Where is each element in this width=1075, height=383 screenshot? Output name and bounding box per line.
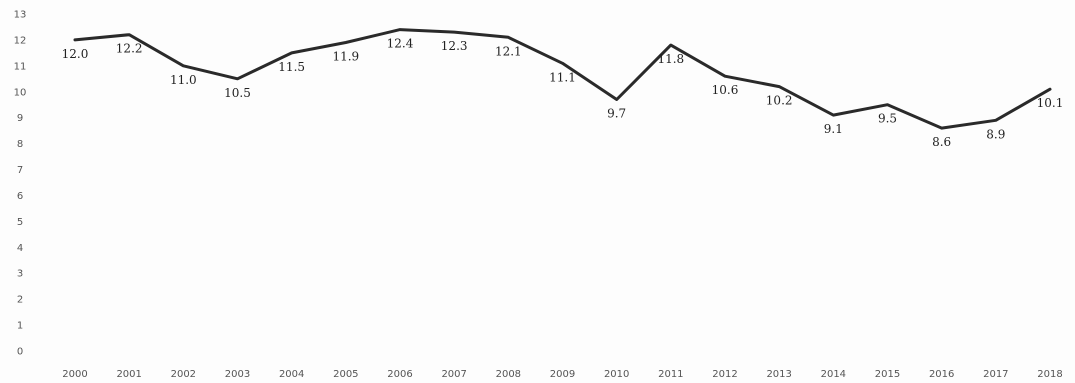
y-tick-label: 4 [17, 243, 23, 254]
y-tick-label: 5 [17, 217, 23, 228]
data-point [182, 64, 185, 68]
x-tick-label: 2002 [171, 369, 196, 380]
data-point [561, 62, 564, 65]
y-tick-label: 0 [17, 347, 23, 358]
data-label: 11.9 [332, 50, 359, 64]
y-tick-label: 6 [17, 191, 23, 202]
data-labels: 12.0 12.2 11.0 10.5 11.5 11.9 12.4 12.3 12.1 11.1… [62, 37, 1064, 150]
data-label: 12.4 [387, 37, 414, 51]
x-tick-label: 2001 [116, 369, 141, 380]
data-label: 12.2 [116, 42, 143, 56]
x-tick-label: 2016 [929, 369, 954, 380]
data-point [1048, 87, 1052, 91]
data-point [994, 119, 998, 122]
data-point [398, 28, 402, 31]
y-tick-label: 13 [14, 10, 27, 21]
y-tick-label: 11 [14, 61, 27, 72]
x-tick-label: 2009 [550, 369, 575, 380]
data-point [615, 98, 618, 101]
data-label: 8.6 [932, 135, 951, 149]
x-tick-label: 2014 [821, 369, 846, 380]
y-tick-label: 2 [17, 295, 23, 306]
x-tick-label: 2006 [387, 369, 412, 380]
y-tick-label: 12 [14, 35, 27, 46]
x-tick-label: 2013 [766, 369, 791, 380]
data-point [236, 77, 239, 81]
data-point [344, 41, 348, 44]
x-tick-label: 2011 [658, 369, 683, 380]
data-point [452, 30, 456, 34]
data-label: 12.3 [441, 39, 468, 53]
data-label: 11.5 [278, 60, 305, 74]
data-point [940, 126, 943, 130]
data-point [290, 51, 293, 55]
x-tick-label: 2000 [62, 369, 87, 380]
data-point [127, 33, 131, 36]
data-label: 10.1 [1037, 96, 1064, 110]
data-label: 11.0 [170, 73, 197, 87]
data-point [73, 38, 77, 42]
x-tick-label: 2007 [441, 369, 466, 380]
data-point [507, 36, 510, 39]
data-label: 9.5 [878, 112, 897, 126]
data-label: 9.7 [607, 107, 626, 121]
x-tick-label: 2004 [279, 369, 304, 380]
data-point [669, 43, 673, 47]
data-label: 10.2 [766, 94, 793, 108]
x-tick-label: 2010 [604, 369, 629, 380]
data-label: 10.6 [712, 83, 739, 97]
x-tick-label: 2005 [333, 369, 358, 380]
y-tick-label: 10 [14, 87, 27, 98]
x-tick-label: 2008 [496, 369, 521, 380]
data-label: 12.0 [62, 47, 89, 61]
data-label: 9.1 [824, 122, 843, 136]
x-tick-label: 2018 [1037, 369, 1062, 380]
data-point [886, 103, 889, 106]
data-label: 11.8 [657, 52, 684, 66]
y-tick-label: 8 [17, 139, 23, 150]
series-group [73, 28, 1052, 130]
y-tick-label: 9 [17, 113, 23, 124]
data-point [777, 85, 781, 88]
x-tick-label: 2003 [225, 369, 250, 380]
data-label: 11.1 [549, 70, 576, 84]
data-point [832, 113, 835, 117]
data-label: 10.5 [224, 86, 251, 100]
data-label: 12.1 [495, 44, 522, 58]
x-tick-label: 2012 [712, 369, 737, 380]
y-tick-label: 7 [17, 165, 23, 176]
data-point [723, 75, 727, 78]
data-label: 8.9 [986, 127, 1005, 141]
y-tick-label: 1 [17, 321, 23, 332]
y-tick-label: 3 [17, 269, 23, 280]
x-tick-label: 2015 [875, 369, 900, 380]
x-tick-label: 2017 [983, 369, 1008, 380]
x-axis: 2000 2001 2002 2003 2004 2005 2006 2007 2008 2009… [62, 369, 1062, 380]
